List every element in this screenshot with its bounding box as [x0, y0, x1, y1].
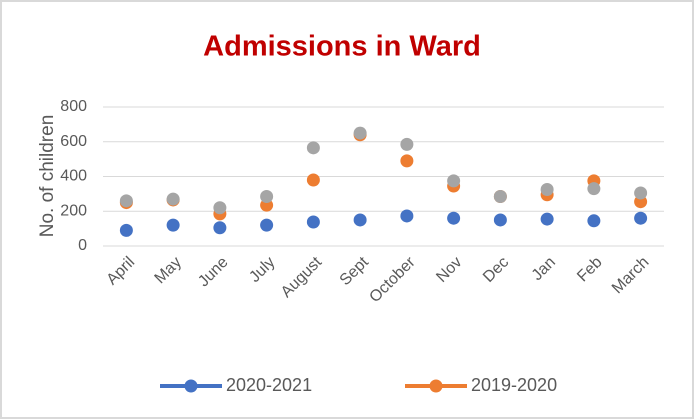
data-point — [587, 214, 601, 228]
y-tick-label: 600 — [60, 133, 87, 150]
data-point — [353, 126, 367, 140]
data-point — [166, 218, 180, 232]
data-point — [587, 182, 601, 196]
data-point — [353, 213, 367, 227]
data-point — [400, 209, 414, 223]
data-point — [540, 183, 554, 197]
data-point — [634, 211, 648, 225]
data-point — [260, 189, 274, 203]
data-point — [306, 173, 320, 187]
data-point — [119, 223, 133, 237]
data-point — [306, 215, 320, 229]
data-point — [493, 189, 507, 203]
data-point — [166, 192, 180, 206]
chart-title: Admissions in Ward — [203, 31, 481, 63]
data-point — [400, 154, 414, 168]
y-tick-label: 800 — [60, 98, 87, 115]
data-point — [260, 218, 274, 232]
data-point — [493, 213, 507, 227]
data-point — [447, 174, 461, 188]
legend-label: 2020-2021 — [226, 375, 312, 395]
data-point — [119, 194, 133, 208]
data-point — [213, 221, 227, 235]
data-point — [306, 141, 320, 155]
data-point — [634, 186, 648, 200]
y-tick-label: 0 — [78, 237, 87, 254]
y-tick-label: 200 — [60, 202, 87, 219]
legend-marker — [184, 379, 198, 393]
data-point — [447, 211, 461, 225]
y-axis-label: No. of children — [37, 115, 58, 238]
y-tick-label: 400 — [60, 168, 87, 185]
data-point — [540, 212, 554, 226]
legend-marker — [429, 379, 443, 393]
data-point — [400, 137, 414, 151]
data-point — [213, 201, 227, 215]
legend-label: 2019-2020 — [471, 375, 557, 395]
